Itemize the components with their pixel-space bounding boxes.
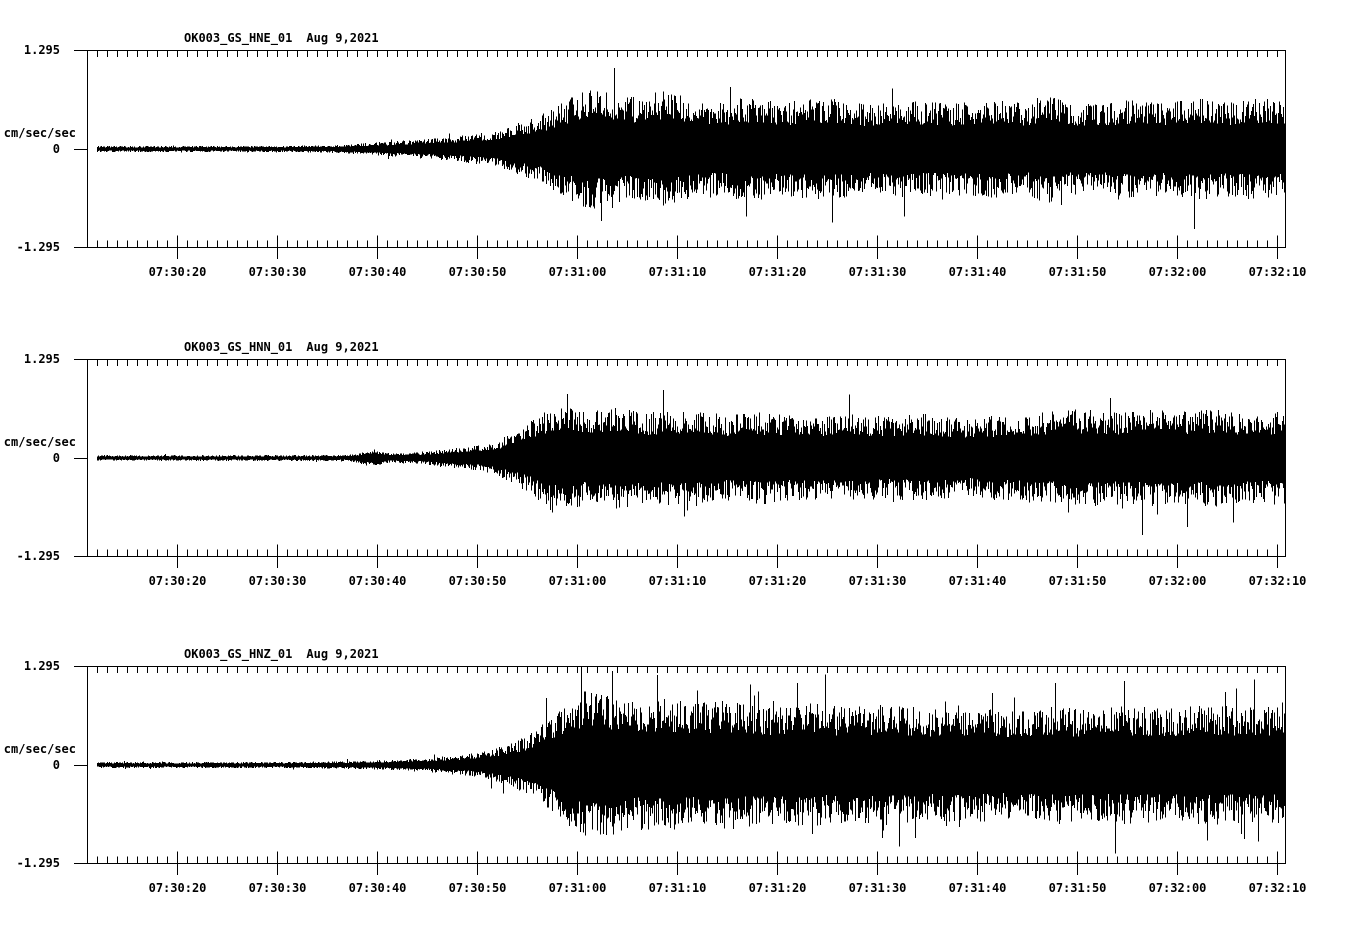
x-axis-tick-label: 07:32:00 — [1148, 881, 1207, 895]
y-axis-zero-label: 0 — [52, 758, 60, 772]
station-channel-label: OK003_GS_HNZ_01 — [184, 647, 293, 661]
x-axis-tick-label: 07:31:40 — [948, 881, 1007, 895]
x-axis-tick-label: 07:31:50 — [1048, 574, 1107, 588]
station-channel-label: OK003_GS_HNN_01 — [184, 340, 293, 354]
waveform-plot — [74, 50, 1286, 259]
axis-ticks — [74, 50, 1278, 259]
x-axis-tick-label: 07:30:50 — [448, 881, 507, 895]
seismogram-panel: OK003_GS_HNN_01 Aug 9,2021 1.295 cm/sec/s… — [0, 341, 1358, 619]
y-axis-zero-label: 0 — [52, 451, 60, 465]
x-axis-tick-label: 07:31:40 — [948, 265, 1007, 279]
date-label: Aug 9,2021 — [306, 340, 379, 354]
x-axis-tick-label: 07:30:30 — [248, 881, 307, 895]
waveform-plot — [74, 359, 1286, 568]
seismogram-panel: OK003_GS_HNE_01 Aug 9,2021 1.295 cm/sec/s… — [0, 32, 1358, 310]
y-axis-unit-label: cm/sec/sec — [3, 742, 76, 756]
date-label: Aug 9,2021 — [306, 647, 379, 661]
x-axis-tick-label: 07:31:30 — [848, 574, 907, 588]
x-axis-tick-label: 07:31:20 — [748, 265, 807, 279]
x-axis-tick-label: 07:32:00 — [1148, 574, 1207, 588]
axis-ticks — [74, 666, 1278, 875]
x-axis-tick-label: 07:32:00 — [1148, 265, 1207, 279]
x-axis-tick-label: 07:31:10 — [648, 265, 707, 279]
x-axis-tick-label: 07:32:10 — [1248, 574, 1307, 588]
x-axis-tick-label: 07:30:20 — [148, 574, 207, 588]
y-axis-zero-label: 0 — [52, 142, 60, 156]
x-axis-tick-label: 07:30:40 — [348, 265, 407, 279]
station-channel-label: OK003_GS_HNE_01 — [184, 31, 293, 45]
x-axis-tick-label: 07:31:50 — [1048, 881, 1107, 895]
x-axis-tick-label: 07:32:10 — [1248, 265, 1307, 279]
y-axis-unit-label: cm/sec/sec — [3, 126, 76, 140]
x-axis-tick-label: 07:31:00 — [548, 881, 607, 895]
x-axis-tick-label: 07:32:10 — [1248, 881, 1307, 895]
y-axis-max-label: 1.295 — [23, 352, 60, 366]
x-axis-tick-label: 07:30:30 — [248, 265, 307, 279]
x-axis-tick-label: 07:31:00 — [548, 265, 607, 279]
waveform-trace — [97, 666, 1286, 854]
y-axis-min-label: -1.295 — [16, 240, 60, 254]
x-axis-tick-label: 07:30:40 — [348, 574, 407, 588]
panel-title: OK003_GS_HNE_01 Aug 9,2021 — [184, 32, 379, 44]
x-axis-tick-label: 07:30:20 — [148, 881, 207, 895]
y-axis-min-label: -1.295 — [16, 549, 60, 563]
x-axis-tick-label: 07:31:30 — [848, 881, 907, 895]
x-axis-tick-label: 07:30:50 — [448, 574, 507, 588]
panel-title: OK003_GS_HNN_01 Aug 9,2021 — [184, 341, 379, 353]
x-axis-tick-label: 07:31:30 — [848, 265, 907, 279]
x-axis-tick-label: 07:31:00 — [548, 574, 607, 588]
panel-title: OK003_GS_HNZ_01 Aug 9,2021 — [184, 648, 379, 660]
y-axis-max-label: 1.295 — [23, 43, 60, 57]
y-axis-unit-label: cm/sec/sec — [3, 435, 76, 449]
waveform-trace — [97, 388, 1286, 536]
date-label: Aug 9,2021 — [306, 31, 379, 45]
waveform-trace — [97, 68, 1286, 230]
x-axis-tick-label: 07:31:20 — [748, 881, 807, 895]
axis-ticks — [74, 359, 1278, 568]
x-axis-tick-label: 07:30:20 — [148, 265, 207, 279]
y-axis-max-label: 1.295 — [23, 659, 60, 673]
seismogram-panel: OK003_GS_HNZ_01 Aug 9,2021 1.295 cm/sec/s… — [0, 648, 1358, 926]
x-axis-tick-label: 07:31:10 — [648, 574, 707, 588]
x-axis-tick-label: 07:31:40 — [948, 574, 1007, 588]
x-axis-tick-label: 07:30:40 — [348, 881, 407, 895]
y-axis-min-label: -1.295 — [16, 856, 60, 870]
waveform-plot — [74, 666, 1286, 875]
x-axis-tick-label: 07:31:50 — [1048, 265, 1107, 279]
x-axis-tick-label: 07:31:20 — [748, 574, 807, 588]
x-axis-tick-label: 07:31:10 — [648, 881, 707, 895]
x-axis-tick-label: 07:30:30 — [248, 574, 307, 588]
x-axis-tick-label: 07:30:50 — [448, 265, 507, 279]
